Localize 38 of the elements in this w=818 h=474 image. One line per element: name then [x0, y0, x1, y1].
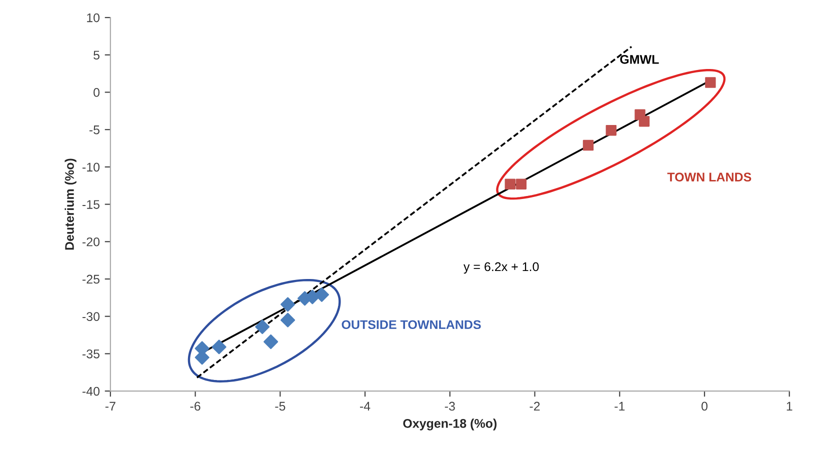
x-tick-label: -4 [360, 402, 370, 411]
point [638, 116, 650, 127]
y-tick-label: -30 [82, 312, 100, 321]
x-tick-label: -2 [530, 402, 540, 411]
annotation: TOWN LANDS [667, 172, 752, 182]
point [212, 340, 226, 354]
point [606, 124, 616, 136]
y-tick-label: -15 [82, 200, 100, 209]
x-tick-label: -3 [444, 402, 455, 411]
y-tick-label: -40 [82, 386, 100, 396]
y-tick-label: 10 [87, 13, 100, 22]
annotation: OUTSIDE TOWNLANDS [342, 320, 481, 330]
annotation: y = 6.2x + 1.0 [464, 262, 539, 274]
point [705, 77, 716, 88]
point [255, 320, 270, 334]
y-tick-label: -5 [89, 126, 100, 134]
x-tick-label: -7 [105, 402, 116, 411]
point [314, 287, 330, 302]
point [582, 140, 594, 151]
point [516, 178, 527, 190]
y-tick-label: -10 [82, 162, 100, 172]
x-tick-label: -6 [190, 402, 200, 411]
y-tick-label: 5 [94, 50, 100, 60]
x-axis-title: Oxygen-18 (%o) [403, 418, 497, 430]
x-tick-label: 0 [702, 402, 708, 411]
y-tick-label: -35 [82, 350, 100, 358]
y-tick-label: -20 [82, 237, 100, 246]
x-tick-label: -1 [614, 402, 625, 411]
x-tick-label: -5 [275, 402, 286, 411]
point [280, 297, 296, 312]
annotation: GMWL [620, 54, 659, 64]
point [504, 178, 516, 190]
y-tick-label: -25 [82, 274, 100, 284]
point [280, 312, 296, 328]
point [264, 334, 278, 350]
y-axis-title: Deuterium (%o) [64, 158, 76, 250]
x-tick-label: 1 [786, 402, 792, 411]
y-tick-label: 0 [94, 88, 100, 97]
